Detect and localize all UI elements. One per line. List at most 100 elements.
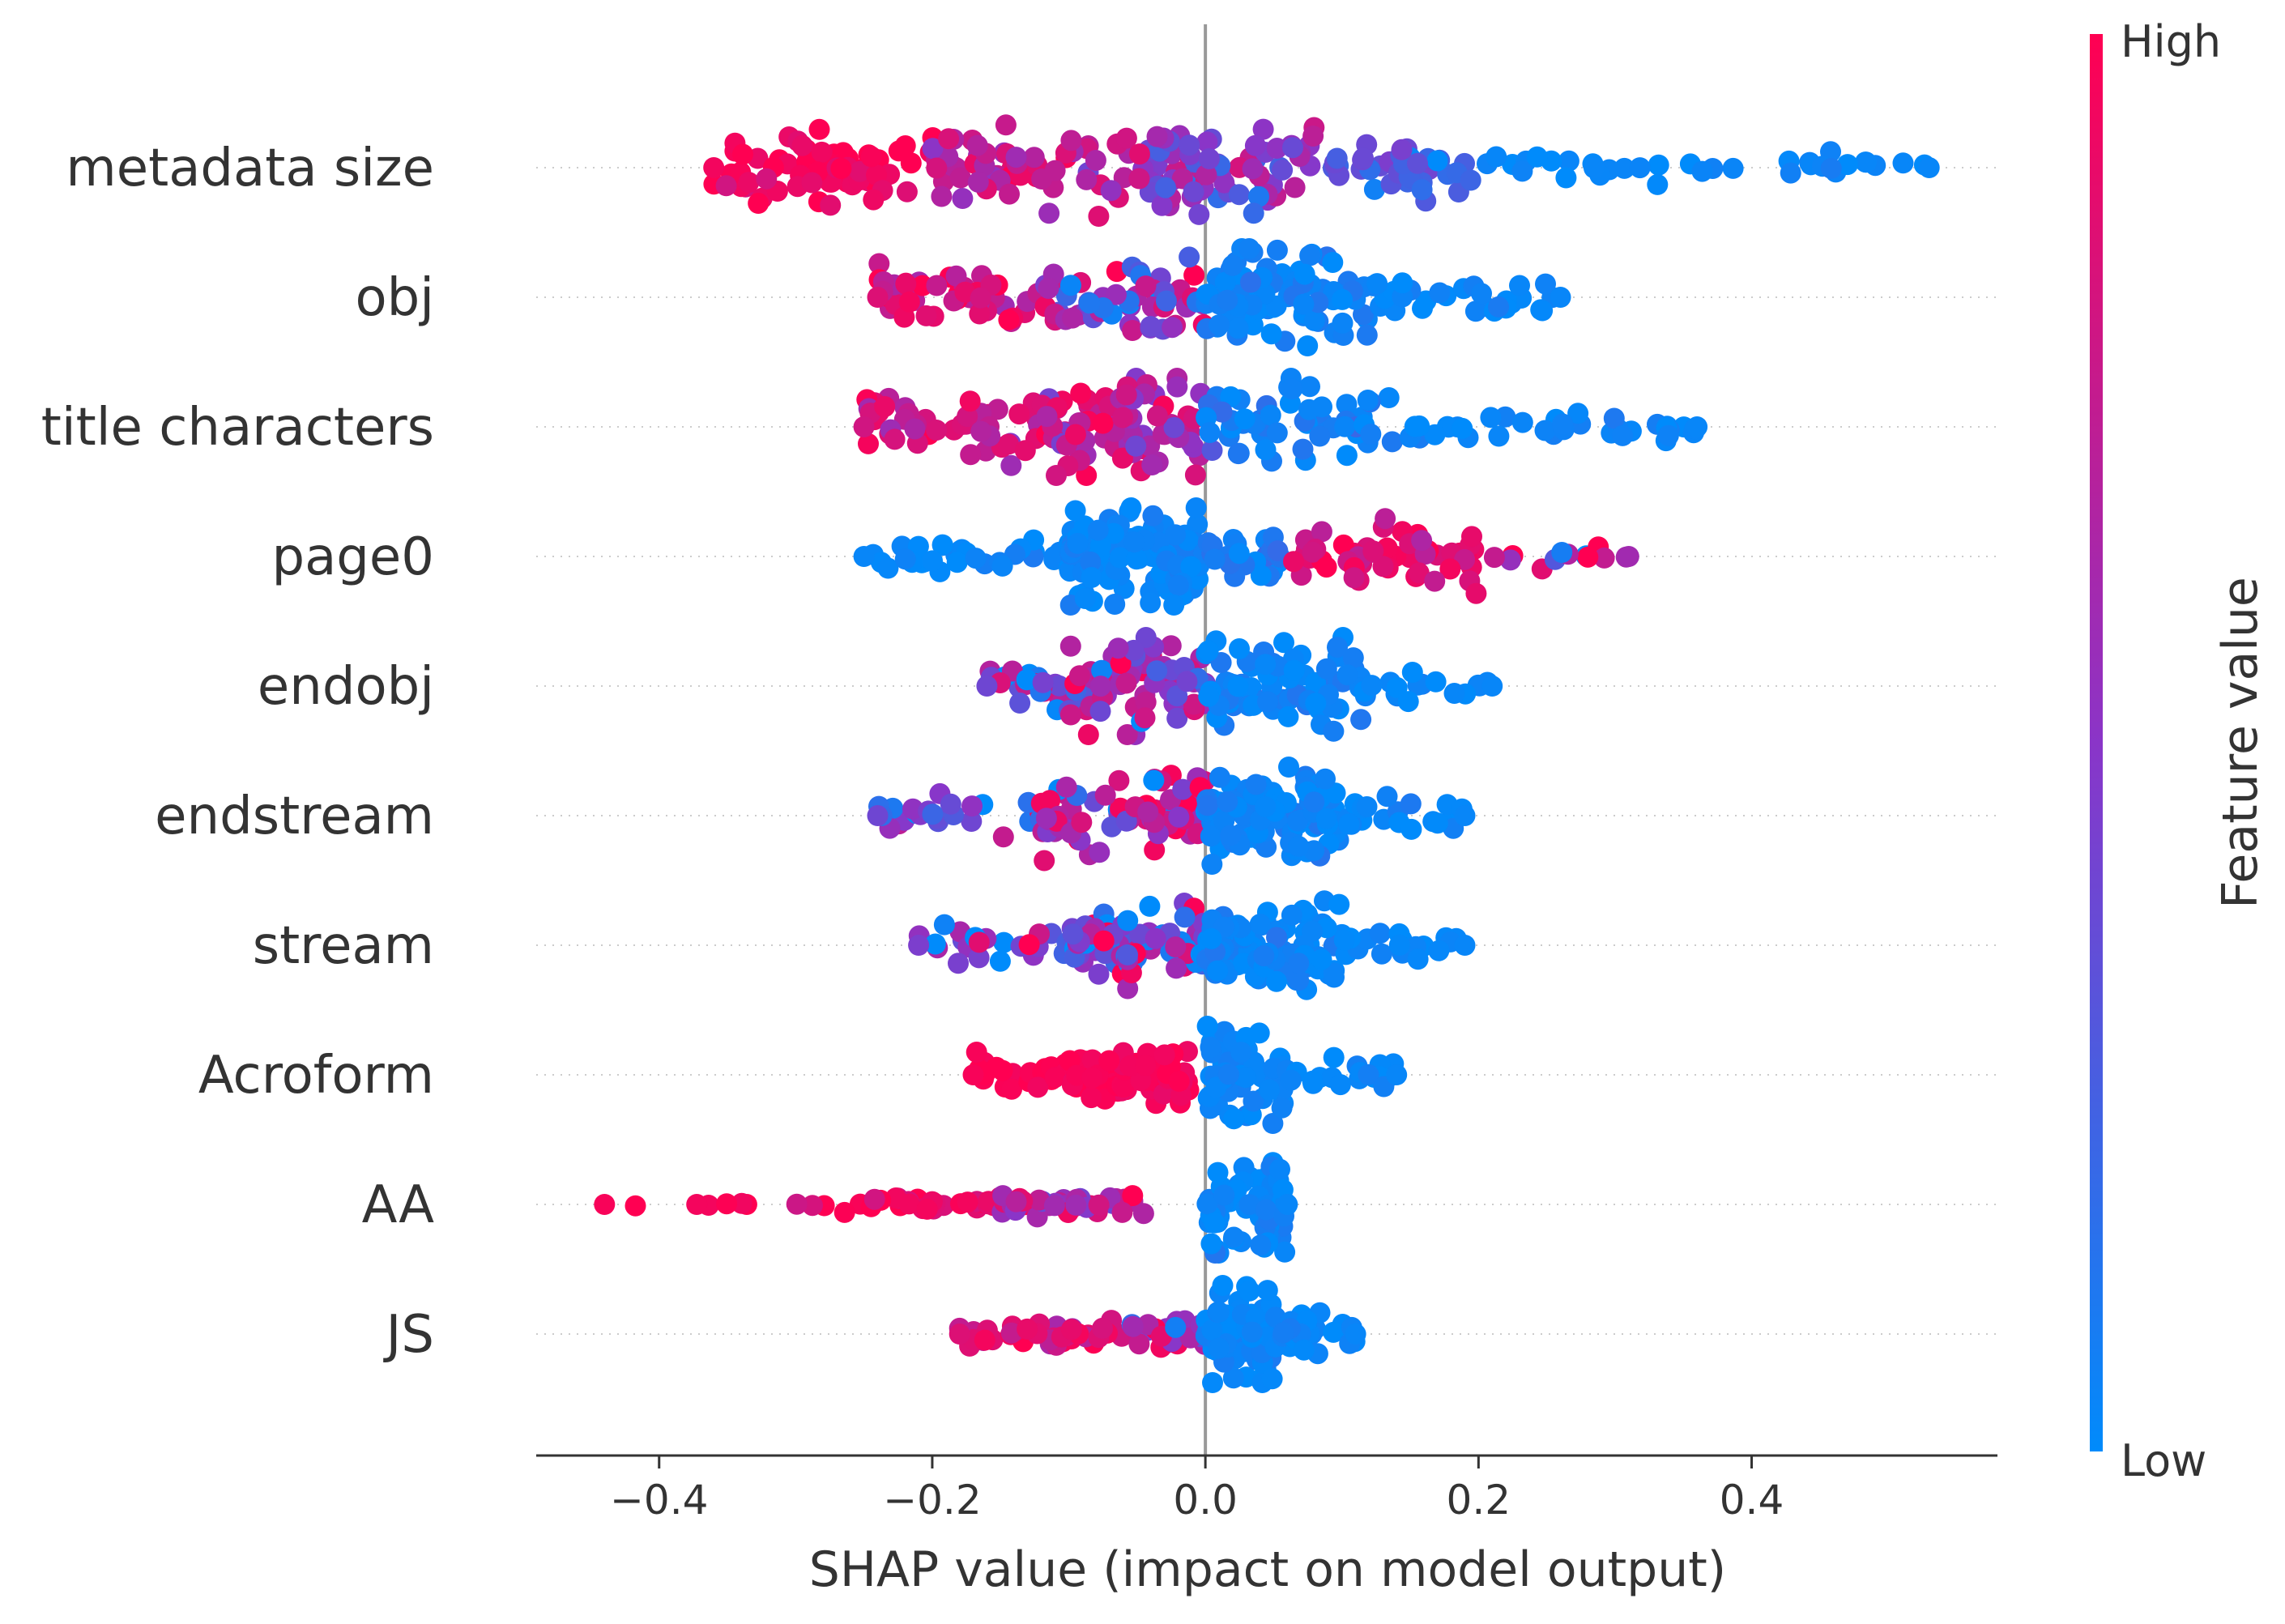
shap-point xyxy=(1122,1185,1144,1207)
shap-point xyxy=(970,420,992,442)
shap-point xyxy=(1297,335,1319,356)
shap-point xyxy=(1204,1212,1226,1234)
shap-point xyxy=(1362,540,1384,562)
shap-point xyxy=(1409,415,1430,437)
shap-point xyxy=(1647,173,1669,195)
shap-point xyxy=(1139,895,1161,917)
shap-point xyxy=(1407,948,1429,970)
shap-point xyxy=(1212,1275,1234,1296)
shap-point xyxy=(1452,417,1473,439)
shap-point xyxy=(1242,158,1264,180)
shap-point xyxy=(1185,497,1207,518)
shap-point xyxy=(1198,685,1220,707)
shap-point xyxy=(1274,1241,1296,1263)
shap-point xyxy=(1288,970,1310,991)
shap-point xyxy=(1222,1367,1244,1389)
shap-point xyxy=(933,914,955,936)
shap-point xyxy=(1255,1199,1277,1221)
shap-point xyxy=(1060,1319,1082,1341)
shap-point xyxy=(926,275,948,296)
shap-point xyxy=(1363,178,1385,200)
shap-point xyxy=(1228,543,1250,565)
shap-point xyxy=(1005,147,1027,168)
feature-row-points xyxy=(962,1016,1408,1134)
shap-point xyxy=(1278,757,1299,778)
shap-point xyxy=(940,793,961,815)
shap-point xyxy=(1584,157,1605,179)
shap-point xyxy=(1229,638,1250,659)
shap-point xyxy=(1360,424,1382,445)
shap-point xyxy=(1534,420,1556,441)
shap-point xyxy=(1253,945,1275,967)
shap-point xyxy=(1277,1194,1298,1215)
shap-point xyxy=(1146,126,1168,147)
shap-point xyxy=(1272,159,1294,181)
shap-point xyxy=(1302,541,1324,563)
shap-point xyxy=(1227,443,1249,465)
shap-point xyxy=(1153,1044,1175,1066)
shap-point xyxy=(1558,150,1579,172)
shap-point xyxy=(1526,146,1548,168)
shap-point xyxy=(1303,791,1325,813)
shap-point xyxy=(1336,664,1358,686)
shap-point xyxy=(863,1188,885,1210)
shap-point xyxy=(1283,551,1304,573)
feature-row-points xyxy=(976,627,1503,745)
shap-point xyxy=(1223,1226,1245,1248)
shap-point xyxy=(1089,842,1111,863)
shap-point xyxy=(868,253,890,275)
shap-point xyxy=(820,194,842,216)
shap-point xyxy=(1168,1070,1190,1092)
x-tick-label: 0.2 xyxy=(1447,1477,1511,1524)
shap-point xyxy=(1155,177,1176,198)
shap-point xyxy=(1141,454,1163,475)
shap-point xyxy=(802,1195,823,1217)
shap-point xyxy=(1302,1070,1324,1092)
shap-point xyxy=(1165,936,1187,958)
shap-point xyxy=(1200,927,1222,949)
shap-point xyxy=(974,1329,995,1351)
shap-point xyxy=(1014,440,1036,462)
shap-point xyxy=(1036,406,1058,428)
shap-point xyxy=(992,826,1014,848)
shap-point xyxy=(1211,401,1233,423)
shap-point xyxy=(1162,317,1183,339)
shap-point xyxy=(1532,300,1554,322)
shap-point xyxy=(1005,1191,1027,1213)
shap-point xyxy=(1076,168,1098,190)
shap-point xyxy=(1009,693,1031,714)
shap-point xyxy=(1180,556,1202,578)
shap-point xyxy=(995,114,1017,136)
shap-point xyxy=(1369,923,1391,944)
shap-point xyxy=(1179,134,1200,156)
shap-point xyxy=(1392,272,1413,294)
shap-point xyxy=(991,555,1013,577)
shap-point xyxy=(1081,1087,1102,1109)
shap-point xyxy=(1483,547,1505,569)
shap-point xyxy=(949,1323,970,1345)
shap-point xyxy=(1288,953,1310,974)
shap-point xyxy=(1060,130,1082,151)
shap-point xyxy=(1249,914,1271,935)
shap-point xyxy=(1305,693,1327,714)
shap-point xyxy=(1214,271,1236,293)
shap-point xyxy=(801,172,823,194)
shap-point xyxy=(1027,1076,1049,1098)
shap-point xyxy=(1255,439,1277,461)
shap-point xyxy=(1550,287,1571,308)
shap-point xyxy=(594,1194,616,1215)
shap-point xyxy=(1326,147,1348,169)
shap-point xyxy=(1201,1319,1223,1341)
shap-point xyxy=(1140,592,1162,614)
shap-point xyxy=(1338,813,1360,835)
shap-point xyxy=(1089,701,1111,722)
shap-point xyxy=(1146,405,1168,427)
shap-point xyxy=(1288,835,1310,857)
shap-point xyxy=(1163,595,1185,616)
shap-point xyxy=(1315,658,1337,680)
shap-point xyxy=(1038,202,1060,224)
shap-point xyxy=(1062,307,1083,329)
shap-point xyxy=(1281,904,1302,926)
shap-point xyxy=(1311,396,1332,418)
shap-point xyxy=(1111,1201,1133,1223)
